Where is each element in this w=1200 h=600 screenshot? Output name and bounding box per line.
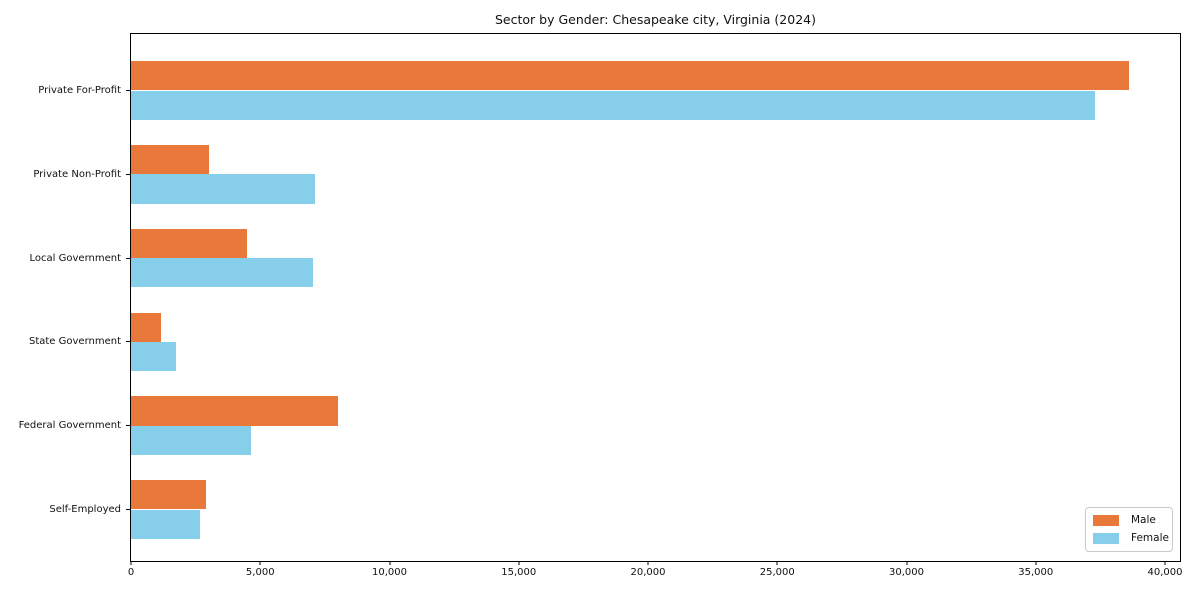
legend-label-male: Male [1131,514,1156,526]
bar-male-self-employed [131,480,206,510]
bar-male-private-for-profit [131,61,1129,91]
bar-female-self-employed [131,509,200,539]
y-axis-label-local-government: Local Government [29,252,121,264]
y-axis-label-private-for-profit: Private For-Profit [38,85,121,96]
y-axis-label-private-non-profit: Private Non-Profit [33,168,121,180]
y-tick-private-non-profit [126,173,130,175]
x-tick-label-40000: 40,000 [1147,567,1183,578]
plot-area: Male Female Private For-Profit Private Non… [19,33,1183,578]
x-tick-label-30000: 30,000 [889,567,924,578]
legend-swatch-female-icon [1093,533,1119,544]
x-tick-label-0: 0 [127,567,135,578]
x-tick-40000 [1164,561,1166,565]
x-tick-20000 [647,561,649,565]
bar-male-private-non-profit [131,144,209,175]
x-tick-0 [130,561,132,565]
legend: Male Female [1085,507,1173,552]
y-tick-private-for-profit [126,90,130,91]
chart-title: Sector by Gender: Chesapeake city, Virgi… [494,12,816,27]
x-tick-label-5000: 5,000 [245,567,275,578]
y-tick-state-government [126,341,130,343]
legend-swatch-male-icon [1093,515,1119,526]
bar-female-federal-government [131,425,252,456]
y-tick-federal-government [126,425,130,427]
bar-female-local-government [131,258,314,288]
x-tick-35000 [1035,561,1037,565]
bar-male-state-government [131,312,161,342]
bar-female-private-for-profit [131,90,1096,120]
x-tick-10000 [389,561,390,565]
x-tick-30000 [906,561,907,565]
y-axis-label-self-employed: Self-Employed [49,504,121,515]
bar-male-local-government [131,228,248,259]
legend-item-female: Female [1093,533,1169,544]
x-tick-label-10000: 10,000 [372,567,407,578]
y-tick-self-employed [126,509,130,510]
y-axis-label-state-government: State Government [28,336,121,348]
y-axis-label-federal-government: Federal Government [18,420,121,432]
x-tick-label-25000: 25,000 [759,567,795,578]
x-tick-label-20000: 20,000 [630,567,666,578]
x-tick-15000 [518,561,520,565]
legend-label-female: Female [1131,532,1169,544]
bar-female-private-non-profit [131,174,315,204]
bar-female-state-government [131,341,177,372]
bar-male-federal-government [131,396,338,426]
y-tick-local-government [126,257,130,259]
x-tick-25000 [776,561,778,565]
x-tick-5000 [259,561,261,565]
x-tick-label-35000: 35,000 [1018,567,1054,578]
x-tick-label-15000: 15,000 [501,567,537,578]
legend-item-male: Male [1093,515,1165,526]
